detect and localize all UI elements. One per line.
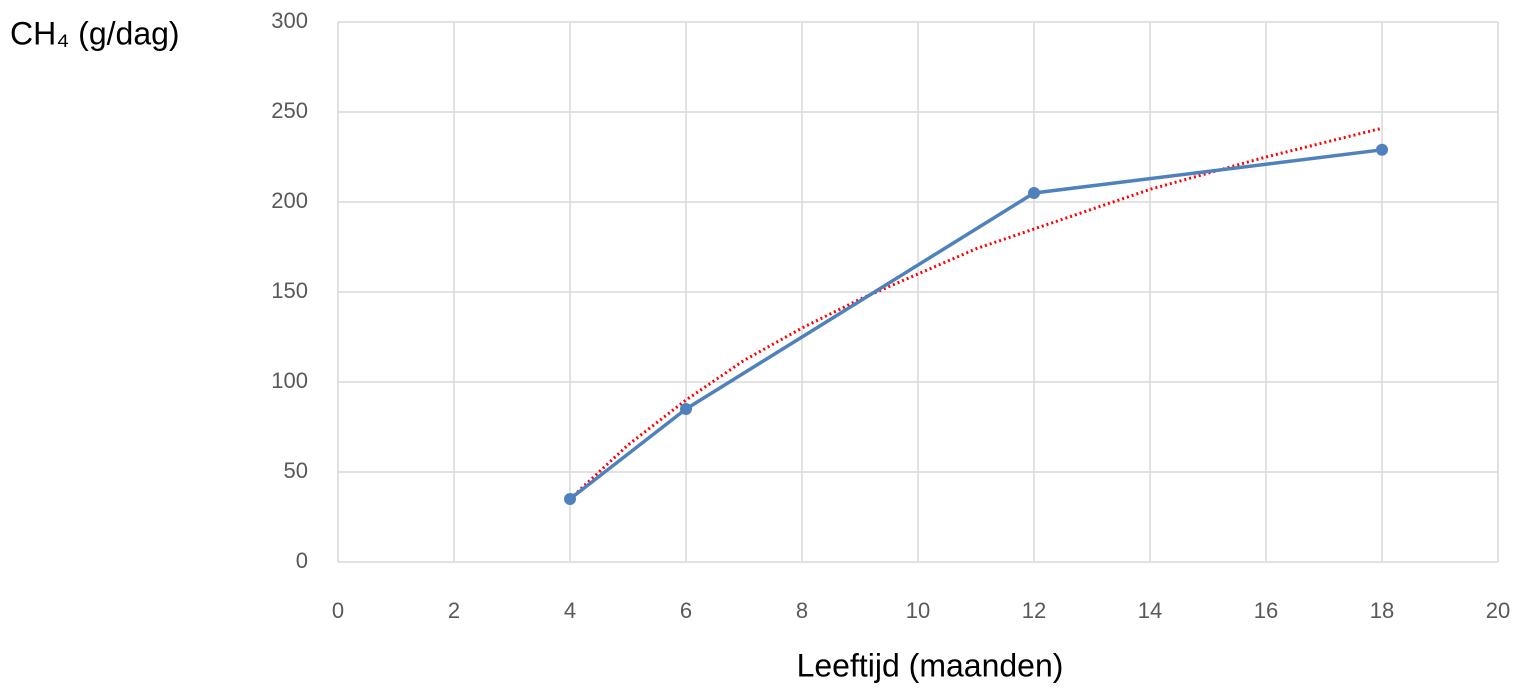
data-line [568, 148, 1383, 501]
x-tick-label: 20 [1486, 598, 1510, 623]
x-tick-label: 14 [1138, 598, 1162, 623]
x-tick-label: 2 [448, 598, 460, 623]
x-tick-label: 0 [332, 598, 344, 623]
x-tick-label: 18 [1370, 598, 1394, 623]
y-tick-label: 150 [271, 278, 308, 303]
x-tick-label: 16 [1254, 598, 1278, 623]
point [564, 493, 576, 505]
x-tick-label: 6 [680, 598, 692, 623]
point [1028, 187, 1040, 199]
y-tick-label: 300 [271, 8, 308, 33]
y-axis-label: CH₄ (g/dag) [10, 15, 180, 51]
x-tick-label: 4 [564, 598, 576, 623]
x-axis-label: Leeftijd (maanden) [797, 647, 1064, 683]
y-tick-label: 250 [271, 98, 308, 123]
y-tick-label: 200 [271, 188, 308, 213]
x-tick-label: 12 [1022, 598, 1046, 623]
x-tick-label: 8 [796, 598, 808, 623]
point [1376, 143, 1388, 156]
y-tick-label: 0 [296, 548, 308, 573]
x-tick-label: 10 [906, 598, 930, 623]
y-tick-label: 50 [284, 458, 308, 483]
trend-line [568, 126, 1383, 501]
point [680, 403, 692, 415]
y-tick-label: 100 [271, 368, 308, 393]
